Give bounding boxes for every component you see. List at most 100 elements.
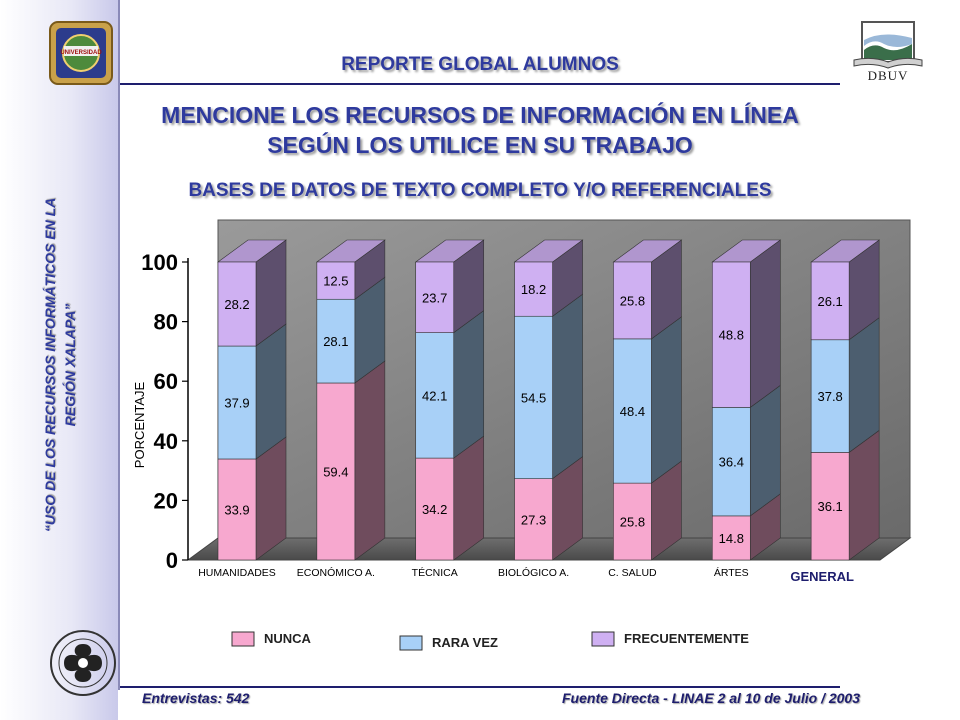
y-tick-label: 60 (154, 369, 178, 394)
bar-value-label: 59.4 (323, 464, 348, 479)
bar-segment-side (848, 429, 880, 561)
x-category-label: ÁRTES (714, 566, 749, 579)
legend-label: NUNCA (264, 631, 312, 646)
bar-segment: 28.2 (217, 239, 287, 347)
bar-value-label: 25.8 (620, 293, 645, 308)
y-tick-label: 0 (166, 548, 178, 573)
x-category-label: ECONÓMICO A. (297, 566, 375, 579)
question-title: MENCIONE LOS RECURSOS DE INFORMACIÓN EN … (120, 100, 840, 160)
bar-segment-front (217, 261, 257, 347)
bar-value-label: 28.1 (323, 334, 348, 349)
legend-label: FRECUENTEMENTE (624, 631, 749, 646)
bar-value-label: 12.5 (323, 274, 348, 289)
bar-segment-front (316, 382, 356, 561)
university-seal-icon: UNIVERSIDAD (49, 21, 113, 85)
data-source: Fuente Directa - LINAE 2 al 10 de Julio … (562, 690, 860, 706)
interview-count: Entrevistas: 542 (142, 690, 250, 706)
bar-segment: 48.4 (613, 316, 682, 484)
dbuv-logo-icon: DBUV (853, 21, 923, 82)
y-tick-label: 100 (141, 250, 178, 275)
question-line-1: MENCIONE LOS RECURSOS DE INFORMACIÓN EN … (161, 102, 799, 128)
bar-segment: 33.9 (217, 436, 287, 561)
bar-segment: 36.1 (810, 429, 880, 561)
bar-value-label: 23.7 (422, 290, 447, 305)
bar-segment: 37.8 (810, 317, 880, 454)
bar-value-label: 48.4 (620, 404, 645, 419)
bar-segment-side (749, 239, 781, 409)
bar-segment-front (217, 345, 257, 460)
bar-value-label: 14.8 (719, 531, 744, 546)
legend-swatch (591, 631, 615, 647)
legend-item: FRECUENTEMENTE (591, 631, 749, 647)
bar-value-label: 26.1 (817, 294, 842, 309)
bar-value-label: 36.4 (719, 455, 744, 470)
bar-segment-side (848, 317, 880, 454)
bar-segment-front (514, 478, 553, 561)
bar-segment-front (514, 315, 553, 479)
bar-segment: 23.7 (414, 239, 485, 334)
bar-value-label: 27.3 (521, 512, 546, 527)
bar-segment-front (217, 458, 257, 561)
y-tick-label: 80 (154, 310, 178, 335)
legend-item: NUNCA (231, 631, 312, 647)
bar-value-label: 42.1 (422, 388, 447, 403)
bar-segment-front (711, 515, 751, 561)
bar-segment-front (415, 457, 455, 561)
bar-value-label: 25.8 (620, 515, 645, 530)
bar-value-label: 34.2 (422, 502, 447, 517)
bar-segment-front (415, 332, 455, 459)
bar-segment: 26.1 (810, 239, 881, 341)
bar-segment-front (316, 261, 356, 300)
legend-swatch (231, 631, 255, 647)
legend-swatch (399, 635, 423, 651)
bar-segment-front (711, 261, 751, 408)
bar-segment-front (613, 338, 652, 484)
bar-segment-side (453, 310, 485, 459)
bar-segment-front (613, 261, 652, 340)
bar-segment-front (810, 261, 850, 341)
bar-segment-side (552, 293, 583, 480)
bar-segment: 42.1 (415, 310, 485, 459)
bar-segment-side (749, 384, 781, 517)
bar-segment-side (651, 316, 682, 484)
chart-subtitle: BASES DE DATOS DE TEXTO COMPLETO Y/O REF… (188, 180, 772, 201)
bar-segment: 59.4 (316, 360, 386, 561)
x-category-label: HUMANIDADES (198, 567, 276, 579)
x-category-label: GENERAL (790, 569, 854, 584)
x-category-label: C. SALUD (608, 567, 657, 579)
bar-segment-side (255, 323, 287, 460)
bar-segment: 54.5 (514, 293, 583, 480)
bar-value-label: 54.5 (521, 390, 546, 405)
x-category-label: TÉCNICA (412, 566, 458, 579)
bar-value-label: 37.8 (817, 389, 842, 404)
bar-value-label: 33.9 (224, 502, 249, 517)
legend-label: RARA VEZ (432, 635, 498, 650)
report-title: REPORTE GLOBAL ALUMNOS (341, 54, 619, 75)
y-axis-label: PORCENTAJE (132, 381, 147, 468)
bar-segment: 34.2 (415, 435, 485, 561)
bar-segment-front (316, 298, 356, 384)
left-decorative-band (0, 0, 118, 720)
bar-segment: 27.3 (514, 456, 583, 561)
bar-value-label: 28.2 (224, 297, 249, 312)
bar-segment: 25.8 (612, 239, 683, 340)
bar-value-label: 48.8 (719, 328, 744, 343)
bar-value-label: 37.9 (224, 396, 249, 411)
university-seal-text: UNIVERSIDAD (60, 50, 102, 56)
y-tick-label: 20 (154, 488, 178, 513)
bar-segment: 18.2 (513, 239, 584, 317)
bar-value-label: 18.2 (521, 282, 546, 297)
bar-value-label: 36.1 (817, 499, 842, 514)
bar-segment: 25.8 (613, 460, 682, 561)
research-seal-icon (50, 630, 116, 696)
footer-divider (120, 686, 840, 688)
legend-item: RARA VEZ (399, 635, 498, 651)
bar-segment-side (354, 360, 386, 561)
left-band-divider (118, 0, 120, 690)
bar-segment-front (711, 407, 751, 517)
question-line-2: SEGÚN LOS UTILICE EN SU TRABAJO (267, 132, 693, 158)
header-divider (120, 83, 840, 85)
bar-segment: 37.9 (217, 323, 287, 460)
dbuv-logo-text: DBUV (868, 68, 909, 82)
